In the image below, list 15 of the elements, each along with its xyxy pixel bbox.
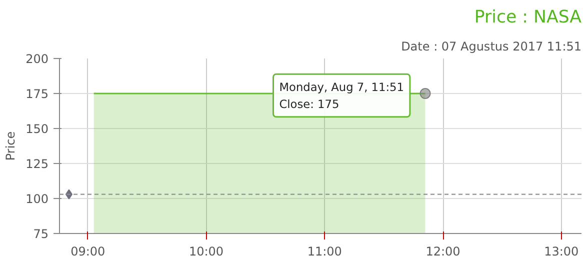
y-tick-label: 100 xyxy=(26,192,48,206)
x-tick-label: 09:00 xyxy=(70,244,106,258)
x-tick-label: 12:00 xyxy=(426,244,460,258)
chart-subtitle: Date : 07 Agustus 2017 11:51 xyxy=(401,40,582,54)
y-tick-label: 175 xyxy=(26,87,48,101)
y-tick-label: 150 xyxy=(26,122,48,136)
annotation: Monday, Aug 7, 11:51 Close: 175 xyxy=(279,80,404,111)
chart-title: Price : NASA xyxy=(474,8,582,28)
y-tick-label: 75 xyxy=(33,227,49,241)
x-tick-label: 10:00 xyxy=(188,244,224,258)
y-axis-title: Price xyxy=(4,131,18,161)
x-tick-label: 13:00 xyxy=(544,244,579,258)
y-tick-label: 125 xyxy=(26,157,48,171)
x-tick-label: 11:00 xyxy=(307,244,342,258)
y-tick-label: 200 xyxy=(26,52,48,66)
